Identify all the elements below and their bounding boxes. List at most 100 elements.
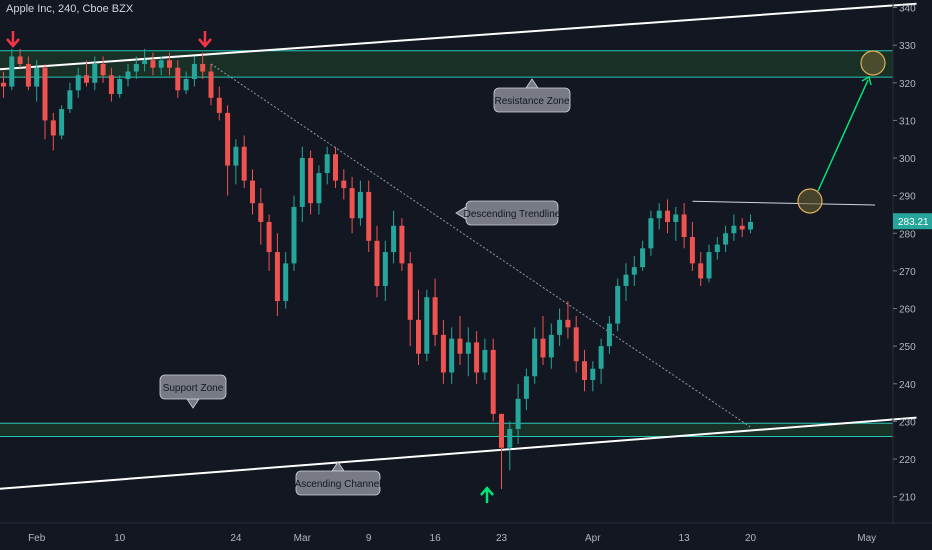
candle xyxy=(241,135,247,189)
candle-body xyxy=(92,63,98,83)
red-arrow-down-icon xyxy=(6,31,20,48)
candle-body xyxy=(17,56,23,64)
candle xyxy=(75,67,81,98)
candle xyxy=(714,237,720,260)
current-price-label: 283.21 xyxy=(898,217,929,228)
green-arrow-up-icon xyxy=(480,486,494,503)
candle xyxy=(573,316,579,373)
descending-trendline-label: Descending Trendline xyxy=(455,200,561,226)
candle-body xyxy=(283,263,289,302)
candle xyxy=(17,48,23,68)
candle xyxy=(349,176,355,234)
time-tick-label: 16 xyxy=(430,533,442,544)
green-arrow-head xyxy=(480,486,494,496)
candle xyxy=(9,48,15,91)
price-tick-label: 250 xyxy=(899,342,916,353)
candle xyxy=(108,67,114,102)
candle xyxy=(673,206,679,241)
candle xyxy=(648,210,654,256)
candle-body xyxy=(449,338,455,373)
candle-body xyxy=(623,274,629,286)
candle-body xyxy=(490,349,496,414)
candle-body xyxy=(100,63,106,76)
candle xyxy=(565,301,571,339)
candle xyxy=(391,210,397,264)
candle-body xyxy=(117,79,123,95)
candle xyxy=(357,180,363,226)
candle-body xyxy=(424,297,430,354)
candle xyxy=(557,308,563,347)
candle xyxy=(67,82,73,113)
candle-body xyxy=(673,214,679,222)
resistance-zone-label-text: Resistance Zone xyxy=(494,96,569,107)
target-circle xyxy=(860,50,886,76)
support-zone-label-box xyxy=(159,374,227,400)
candle xyxy=(723,225,729,253)
candle xyxy=(333,146,338,189)
candle xyxy=(490,338,496,422)
candle-body xyxy=(507,428,513,448)
price-tick-label: 310 xyxy=(899,116,916,127)
red-arrow-down-icon-head xyxy=(198,38,212,48)
candle-body xyxy=(631,267,637,275)
candle xyxy=(465,327,471,377)
ascending-channel-label-box xyxy=(295,470,381,496)
candle xyxy=(142,48,148,72)
descending-trendline-line xyxy=(210,63,751,428)
candle xyxy=(250,169,255,215)
time-tick-label: Feb xyxy=(28,533,46,544)
candle xyxy=(167,52,172,76)
time-tick-label: May xyxy=(857,533,876,544)
price-tick-label: 240 xyxy=(899,380,916,391)
candle xyxy=(615,278,621,332)
candle-body xyxy=(391,225,397,253)
candle-body xyxy=(557,319,563,335)
candle-body xyxy=(640,248,646,268)
candle xyxy=(200,52,206,80)
candle xyxy=(191,56,197,87)
candle-body xyxy=(142,60,148,64)
candle xyxy=(266,214,272,271)
candle-body xyxy=(656,210,662,219)
candle-body xyxy=(316,173,322,204)
candle-body xyxy=(407,263,413,320)
price-tick-label: 340 xyxy=(899,4,916,15)
candle xyxy=(457,316,463,365)
candle xyxy=(499,413,504,490)
support-zone-label: Support Zone xyxy=(159,374,227,409)
candle xyxy=(1,71,6,98)
candle-body xyxy=(42,67,48,121)
candle-body xyxy=(9,56,15,87)
candle xyxy=(523,368,529,411)
candle xyxy=(283,252,289,309)
candle-body xyxy=(606,323,612,347)
price-tick-label: 300 xyxy=(899,154,916,165)
chart-title: Apple Inc, 240, Cboe BZX xyxy=(6,3,134,15)
candle-body xyxy=(416,319,421,354)
time-tick-label: Mar xyxy=(294,533,312,544)
candle xyxy=(233,139,239,185)
time-tick-label: 10 xyxy=(114,533,126,544)
candle-body xyxy=(250,180,255,204)
candle xyxy=(183,71,189,95)
candle-body xyxy=(150,60,156,68)
candle-body xyxy=(366,191,372,241)
support-zone xyxy=(0,423,893,437)
candle xyxy=(748,214,753,234)
candle-body xyxy=(399,225,405,264)
candle xyxy=(640,240,646,271)
candle xyxy=(299,146,305,222)
price-tick-label: 220 xyxy=(899,455,916,466)
channel-upper-line xyxy=(0,2,917,71)
candle-body xyxy=(548,334,554,358)
candle xyxy=(50,112,56,151)
candle-body xyxy=(590,368,596,381)
price-tick-label: 230 xyxy=(899,417,916,428)
candle-body xyxy=(158,60,164,68)
candle-body xyxy=(748,221,753,230)
candle xyxy=(416,289,421,365)
candle xyxy=(274,233,280,317)
candle xyxy=(665,199,670,234)
